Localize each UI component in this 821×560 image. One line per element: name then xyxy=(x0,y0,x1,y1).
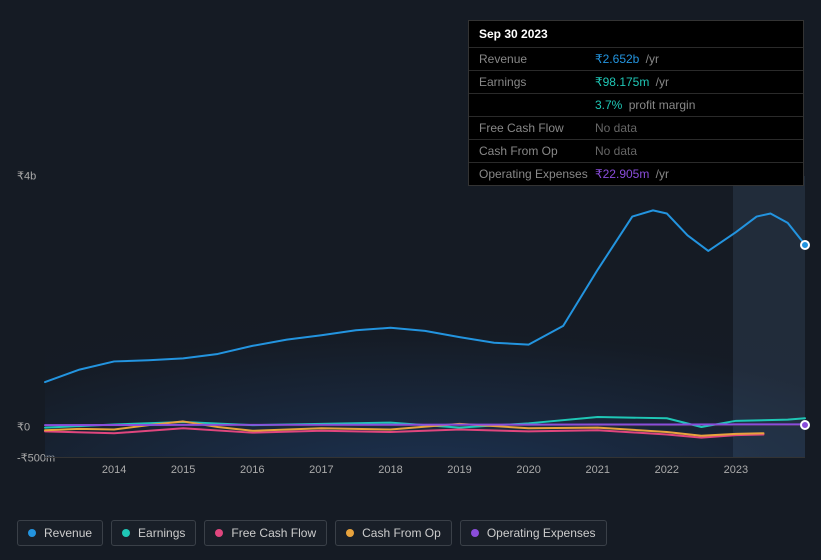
tooltip-suffix: profit margin xyxy=(625,98,695,112)
tooltip-label: Cash From Op xyxy=(479,144,595,158)
tooltip-label: Revenue xyxy=(479,52,595,66)
legend: Revenue Earnings Free Cash Flow Cash From O… xyxy=(17,520,607,546)
legend-label: Earnings xyxy=(138,526,185,540)
y-tick-label: ₹0 xyxy=(17,420,30,433)
tooltip-label: Earnings xyxy=(479,75,595,89)
tooltip-row: Free Cash FlowNo data xyxy=(469,117,803,140)
series-line xyxy=(45,424,805,425)
tooltip-row: Cash From OpNo data xyxy=(469,140,803,163)
tooltip-value: ₹98.175m xyxy=(595,75,649,89)
legend-item[interactable]: Operating Expenses xyxy=(460,520,607,546)
financials-chart: ₹4b₹0-₹500m 2014201520162017201820192020… xyxy=(17,158,805,518)
legend-dot-icon xyxy=(28,529,36,537)
tooltip-panel: Sep 30 2023 Revenue₹2.652b /yrEarnings₹9… xyxy=(468,20,804,186)
tooltip-value: ₹2.652b xyxy=(595,52,639,66)
x-tick-label: 2017 xyxy=(309,464,333,476)
tooltip-row: Revenue₹2.652b /yr xyxy=(469,48,803,71)
x-tick-label: 2020 xyxy=(516,464,540,476)
x-axis: 2014 2015 2016 2017 2018 2019 2020 2021 2022 2023 xyxy=(45,464,805,480)
x-tick-label: 2021 xyxy=(585,464,609,476)
marker-dot xyxy=(800,420,810,430)
tooltip-label: Operating Expenses xyxy=(479,167,595,181)
tooltip-row: 3.7% profit margin xyxy=(469,94,803,117)
tooltip-label: Free Cash Flow xyxy=(479,121,595,135)
x-tick-label: 2014 xyxy=(102,464,126,476)
plot-area[interactable] xyxy=(45,176,805,458)
marker-dot xyxy=(800,240,810,250)
legend-label: Operating Expenses xyxy=(487,526,596,540)
legend-label: Cash From Op xyxy=(362,526,441,540)
chart-lines xyxy=(45,176,805,457)
tooltip-value: 3.7% xyxy=(595,98,622,112)
x-tick-label: 2018 xyxy=(378,464,402,476)
x-tick-label: 2023 xyxy=(724,464,748,476)
x-tick-label: 2019 xyxy=(447,464,471,476)
legend-item[interactable]: Earnings xyxy=(111,520,196,546)
legend-dot-icon xyxy=(471,529,479,537)
legend-item[interactable]: Free Cash Flow xyxy=(204,520,327,546)
tooltip-suffix: /yr xyxy=(652,75,669,89)
legend-dot-icon xyxy=(215,529,223,537)
x-tick-label: 2022 xyxy=(655,464,679,476)
legend-item[interactable]: Cash From Op xyxy=(335,520,452,546)
tooltip-nodata: No data xyxy=(595,144,637,158)
tooltip-suffix: /yr xyxy=(652,167,669,181)
tooltip-nodata: No data xyxy=(595,121,637,135)
legend-dot-icon xyxy=(122,529,130,537)
legend-label: Revenue xyxy=(44,526,92,540)
tooltip-rows: Revenue₹2.652b /yrEarnings₹98.175m /yr3.… xyxy=(469,48,803,185)
x-tick-label: 2016 xyxy=(240,464,264,476)
tooltip-suffix: /yr xyxy=(642,52,659,66)
tooltip-value: ₹22.905m xyxy=(595,167,649,181)
x-tick-label: 2015 xyxy=(171,464,195,476)
legend-label: Free Cash Flow xyxy=(231,526,316,540)
tooltip-date: Sep 30 2023 xyxy=(469,21,803,48)
legend-item[interactable]: Revenue xyxy=(17,520,103,546)
series-line xyxy=(45,428,764,437)
legend-dot-icon xyxy=(346,529,354,537)
series-line xyxy=(45,210,805,382)
tooltip-row: Operating Expenses₹22.905m /yr xyxy=(469,163,803,185)
y-tick-label: ₹4b xyxy=(17,170,36,183)
tooltip-row: Earnings₹98.175m /yr xyxy=(469,71,803,94)
